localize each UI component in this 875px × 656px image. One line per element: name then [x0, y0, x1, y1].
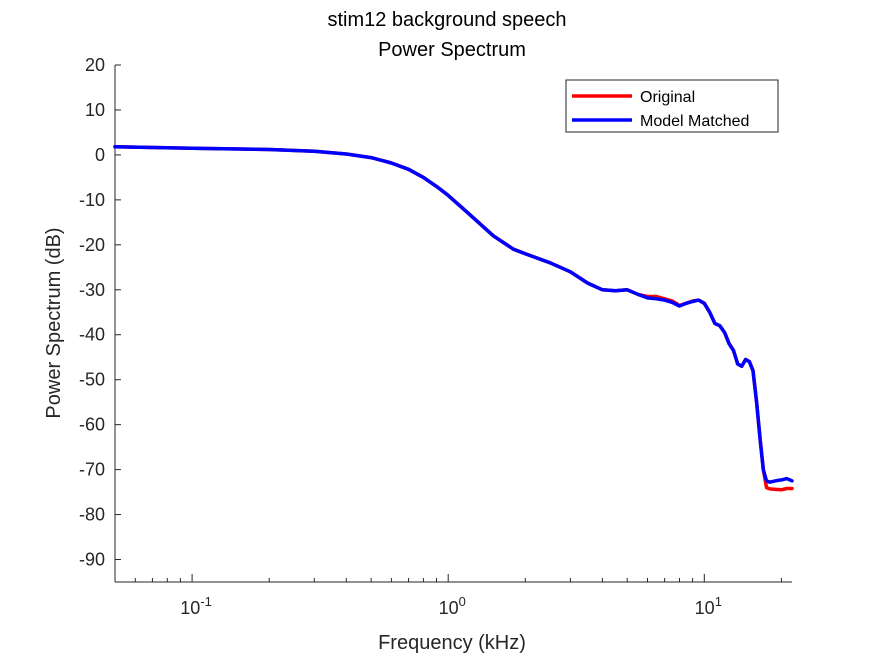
- y-axis-label: Power Spectrum (dB): [43, 227, 65, 418]
- plot-lines: [113, 145, 794, 492]
- x-tick-label: 101: [695, 594, 722, 618]
- legend-label-model-matched: Model Matched: [640, 113, 749, 130]
- x-axis-label: Frequency (kHz): [378, 632, 526, 654]
- titles: stim12 background speech Power Spectrum …: [43, 9, 567, 654]
- series-line-model-matched: [113, 145, 794, 484]
- y-tick-label: -30: [79, 280, 105, 300]
- y-tick-label: -80: [79, 505, 105, 525]
- y-tick-label: -60: [79, 415, 105, 435]
- y-tick-label: -40: [79, 325, 105, 345]
- y-tick-label: 20: [85, 55, 105, 75]
- y-tick-label: -20: [79, 235, 105, 255]
- x-tick-label: 100: [439, 594, 466, 618]
- y-tick-label: 10: [85, 100, 105, 120]
- axes: [114, 64, 792, 583]
- y-tick-label: -70: [79, 460, 105, 480]
- y-tick-label: 0: [95, 145, 105, 165]
- legend-box: [565, 79, 779, 133]
- y-tick-label: -10: [79, 190, 105, 210]
- chart-title-line-1: stim12 background speech: [327, 9, 566, 31]
- legend-label-original: Original: [640, 89, 695, 106]
- x-tick-label: 10-1: [180, 594, 212, 618]
- legend: Original Model Matched: [565, 79, 779, 133]
- chart-title-line-2: Power Spectrum: [378, 39, 526, 61]
- y-tick-label: -50: [79, 370, 105, 390]
- y-tick-label: -90: [79, 550, 105, 570]
